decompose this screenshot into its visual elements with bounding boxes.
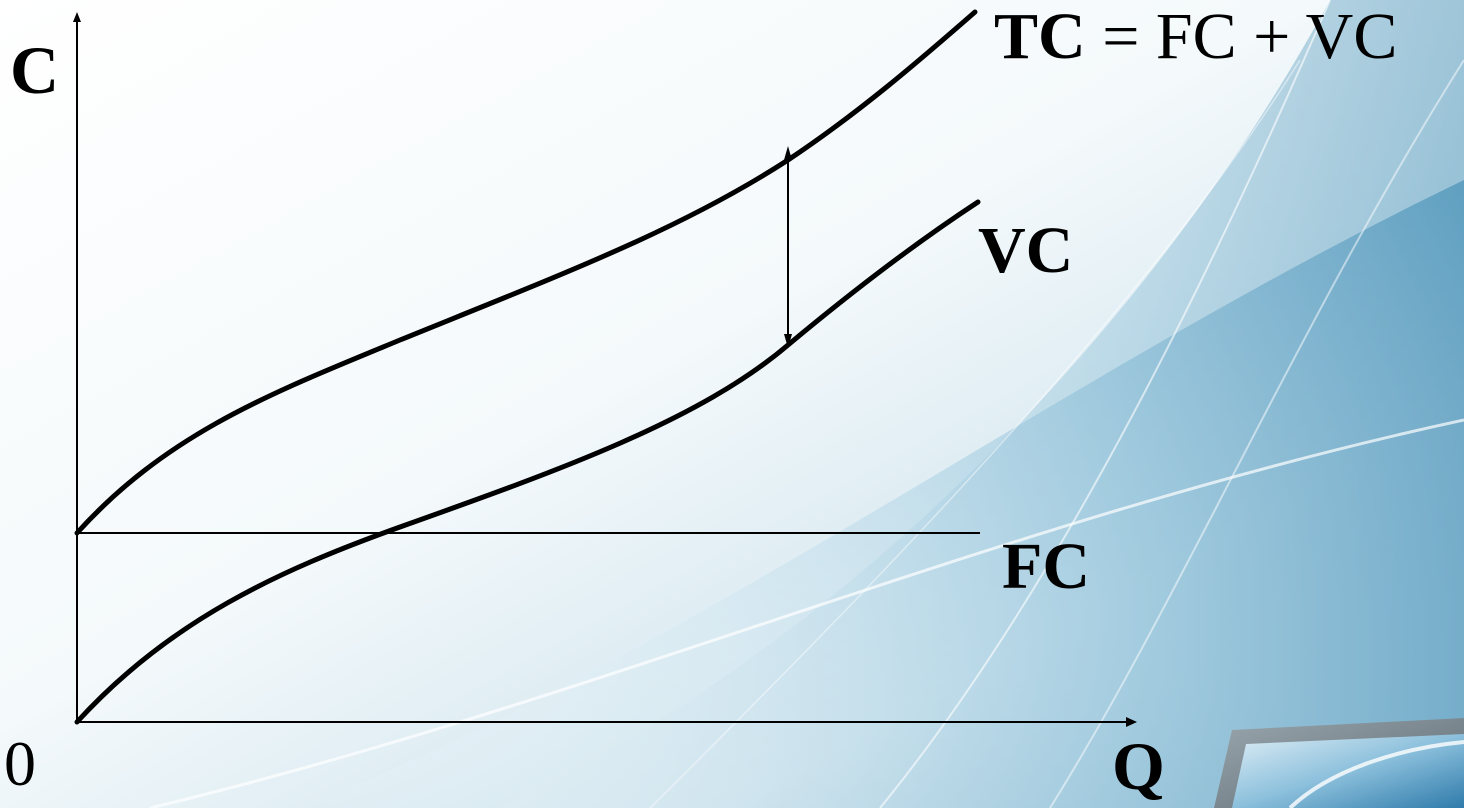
vc-curve-label: VC — [978, 214, 1074, 287]
fc-gap-double-arrow — [784, 146, 792, 348]
tc-label-bold: TC — [994, 0, 1086, 73]
tc-curve — [74, 9, 978, 536]
x-axis-arrowhead — [1126, 717, 1137, 727]
tc-curve-label: TC = FC + VC — [994, 4, 1397, 70]
monitor-decoration — [1214, 718, 1464, 808]
x-axis-label: Q — [1112, 728, 1165, 804]
origin-label: 0 — [4, 728, 36, 799]
arrowhead-down — [784, 334, 792, 348]
fc-line-label: FC — [1002, 530, 1090, 603]
y-axis-label: C — [10, 32, 60, 108]
vc-curve — [74, 199, 981, 725]
y-axis-arrowhead — [73, 12, 81, 22]
axes — [73, 12, 1137, 727]
tc-label-formula: = FC + VC — [1085, 0, 1398, 73]
arrowhead-up — [784, 146, 792, 160]
